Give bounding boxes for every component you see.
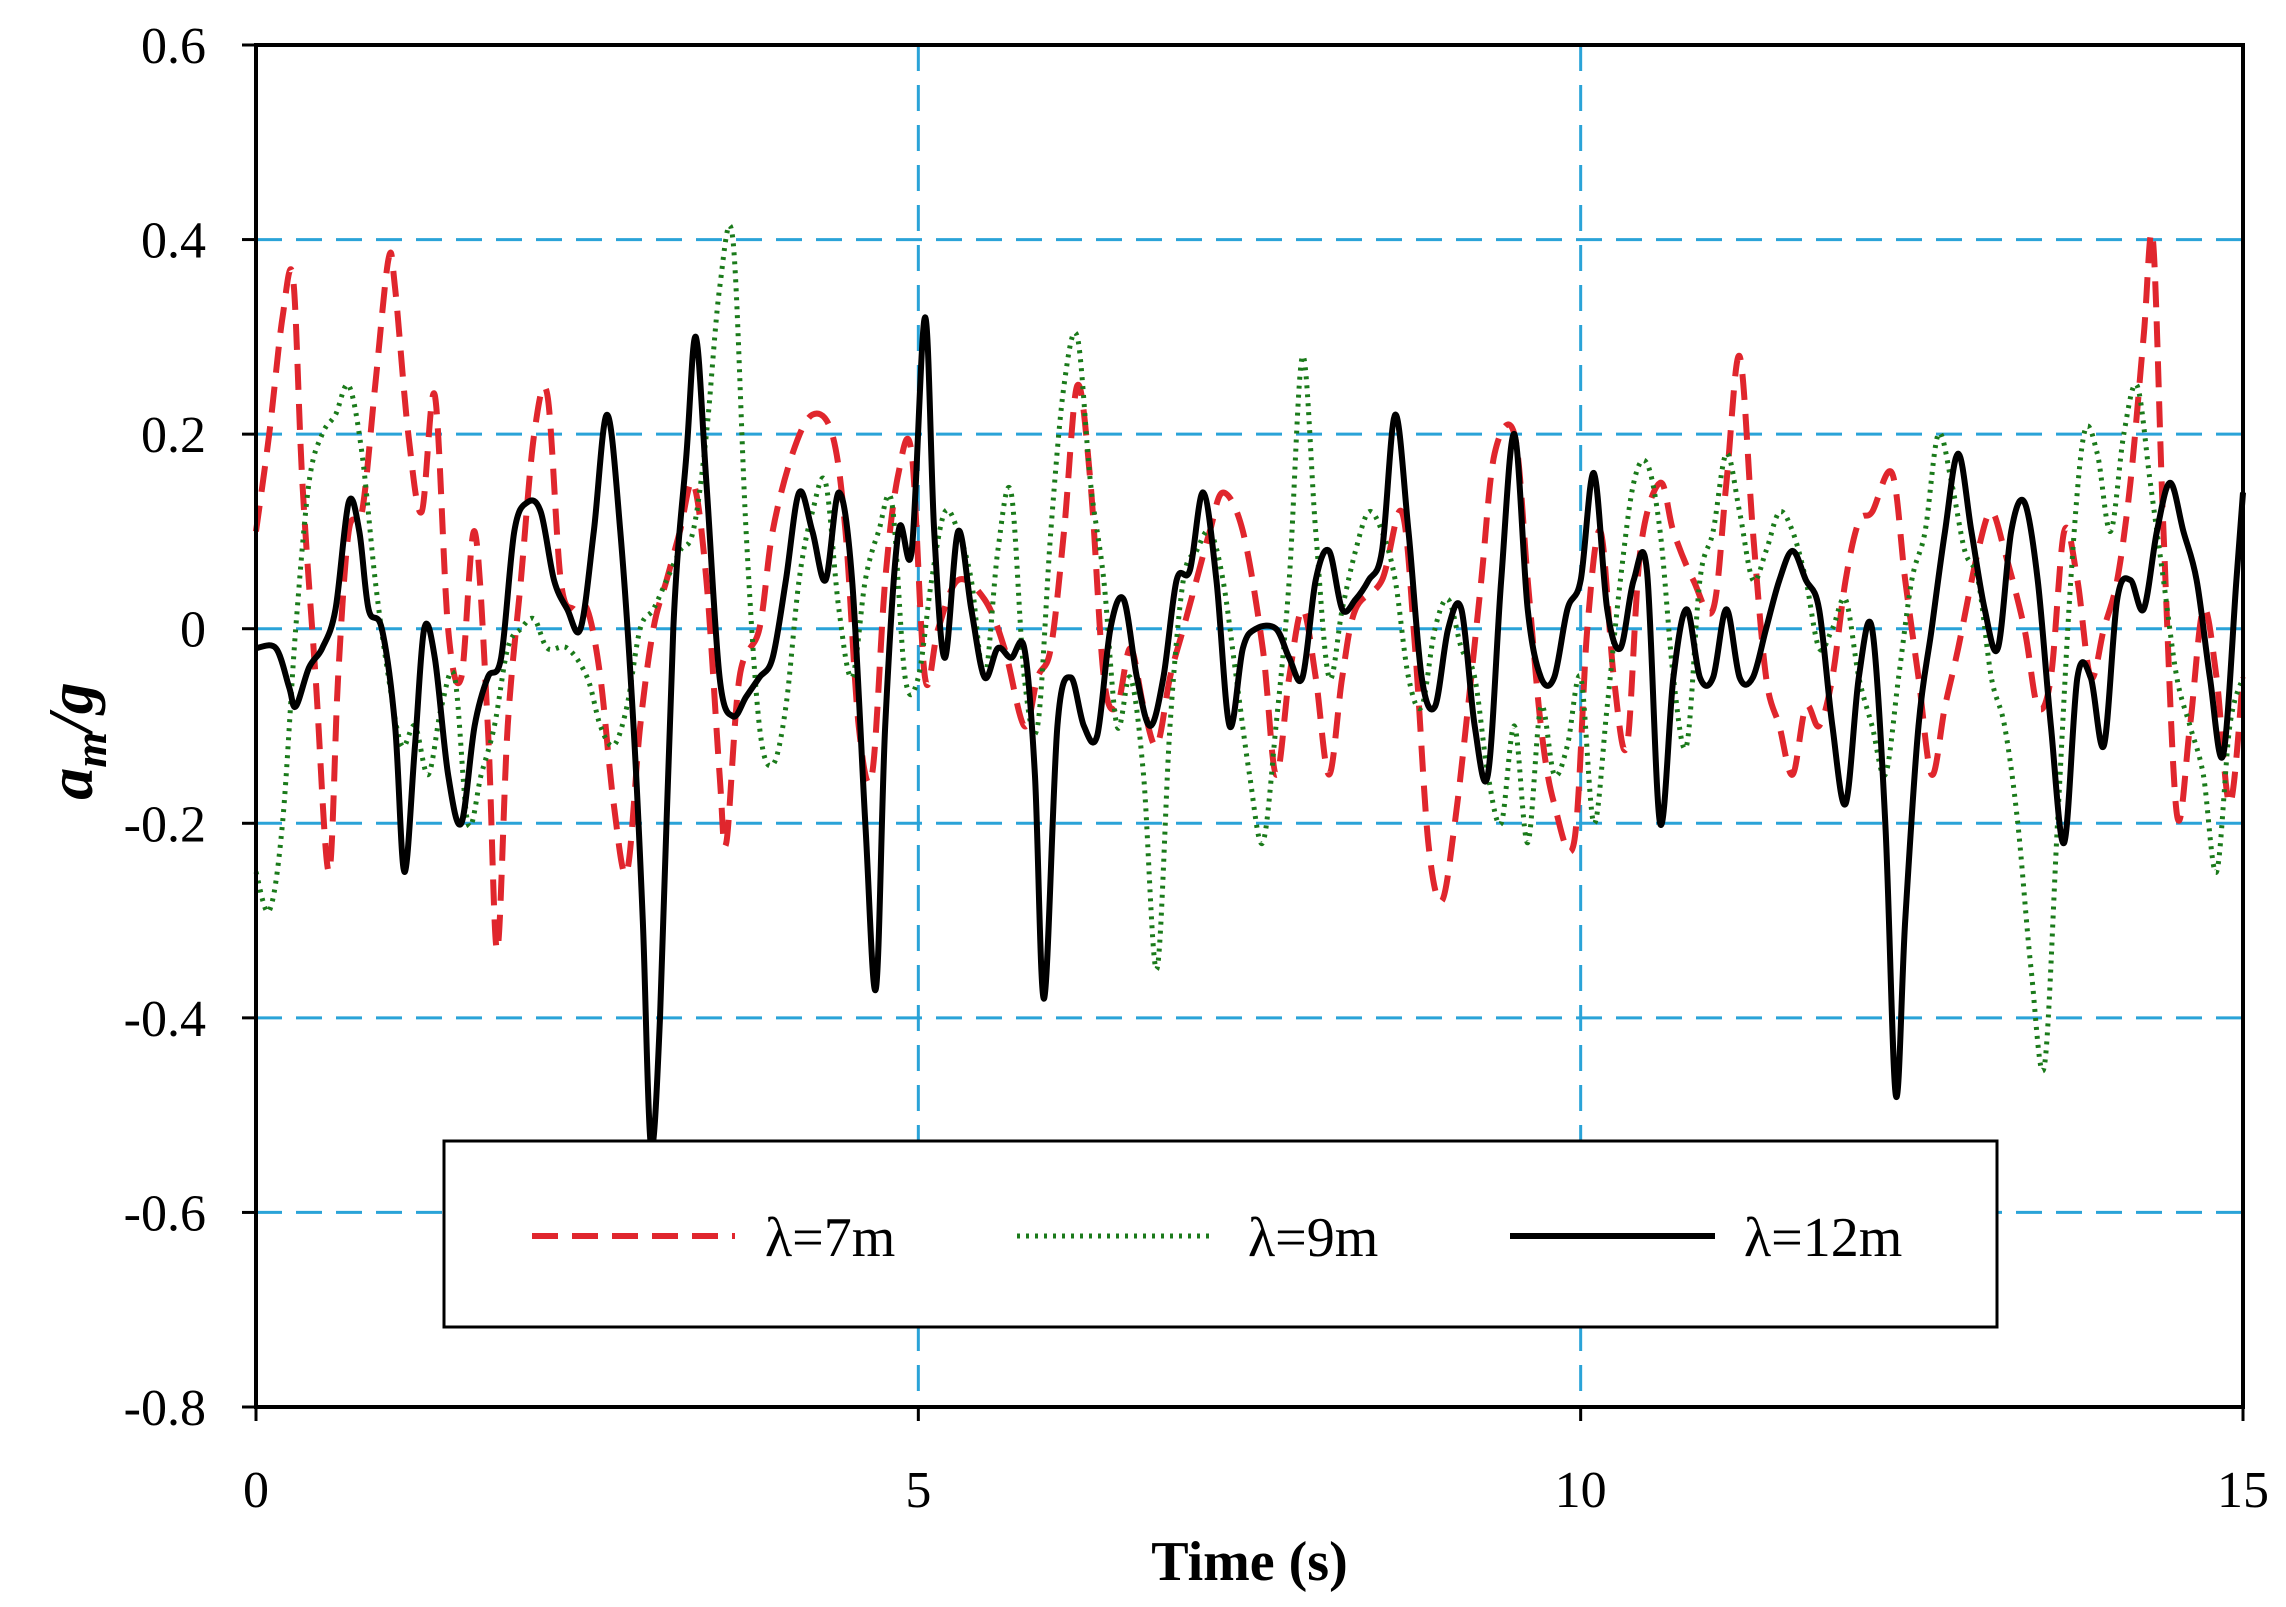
- y-axis-title: am/g: [35, 682, 116, 800]
- legend: λ=7m λ=9m λ=12m: [442, 1139, 1999, 1329]
- series-line-lambda-7m: [253, 229, 2246, 953]
- x-tick-label: 15: [2217, 1462, 2269, 1519]
- series-lines: [253, 223, 2246, 1150]
- legend-label-lambda-7m: λ=7m: [765, 1207, 895, 1269]
- series-line-lambda-9m: [253, 223, 2246, 1074]
- y-tick-label: 0.6: [141, 18, 206, 75]
- series-line-lambda-12m: [255, 314, 2246, 1150]
- plot-area: [254, 43, 2245, 1409]
- y-axis-title-suffix: /g: [35, 682, 106, 736]
- y-tick-label: -0.2: [124, 796, 206, 853]
- x-tick-label: 10: [1555, 1462, 1607, 1519]
- x-axis-title: Time (s): [1151, 1531, 1348, 1593]
- y-tick-label: 0.2: [141, 407, 206, 464]
- legend-label-lambda-9m: λ=9m: [1248, 1207, 1378, 1269]
- y-tick-label: 0: [180, 602, 206, 659]
- x-tick-label: 5: [905, 1462, 931, 1519]
- legend-label-lambda-12m: λ=12m: [1744, 1207, 1902, 1269]
- y-tick-label: -0.6: [124, 1185, 206, 1242]
- y-tick-label: -0.8: [124, 1380, 206, 1437]
- y-tick-label: 0.4: [141, 213, 206, 270]
- y-axis-title-main: a: [35, 768, 106, 800]
- x-tick-label: 0: [243, 1462, 269, 1519]
- y-tick-label: -0.4: [124, 991, 206, 1048]
- y-axis-title-subscript: m: [65, 732, 116, 768]
- axis-ticks: -0.8 -0.6 -0.4 -0.2 0 0.2 0.4 0.6 0 5 10 15: [124, 18, 2269, 1519]
